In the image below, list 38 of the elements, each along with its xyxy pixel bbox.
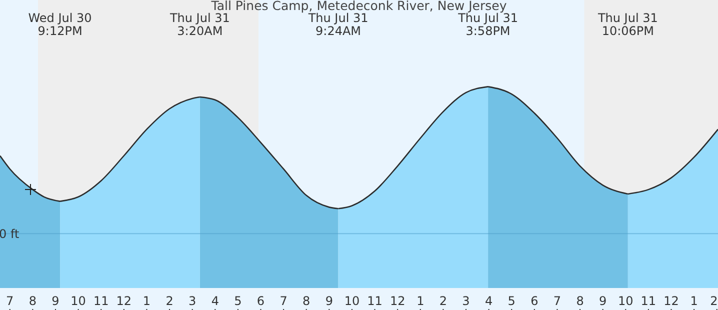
x-tick-label: 3 bbox=[188, 294, 196, 308]
x-tick-label: 1 bbox=[142, 294, 151, 308]
x-tick-label: 3 bbox=[462, 294, 470, 308]
chart-title: Tall Pines Camp, Metedeconk River, New Jersey bbox=[211, 0, 507, 13]
x-tick-label: 2 bbox=[710, 294, 718, 308]
x-tick-label: 6 bbox=[530, 294, 538, 308]
x-tick-label: 9 bbox=[325, 294, 333, 308]
x-tick-label: 8 bbox=[302, 294, 310, 308]
x-tick-label: 4 bbox=[211, 294, 219, 308]
x-tick-label: 7 bbox=[6, 294, 14, 308]
x-tick-label: 7 bbox=[280, 294, 288, 308]
x-tick-label: 1 bbox=[416, 294, 424, 308]
x-tick-label: 9 bbox=[599, 294, 607, 308]
x-tick-label: 5 bbox=[234, 294, 242, 308]
text: Thu Jul 31 10:06PM bbox=[596, 11, 659, 38]
x-tick-label: 4 bbox=[484, 294, 493, 308]
x-tick-label: 8 bbox=[576, 294, 584, 308]
x-tick-label: 11 bbox=[640, 294, 656, 308]
x-tick-label: 10 bbox=[344, 294, 360, 308]
text: Thu Jul 31 9:24AM bbox=[308, 11, 370, 38]
x-tick-label: 10 bbox=[70, 294, 86, 308]
x-tick-label: 12 bbox=[390, 294, 406, 308]
x-tick-label: 6 bbox=[256, 294, 265, 308]
x-tick-label: 12 bbox=[116, 294, 132, 308]
x-tick-label: 11 bbox=[367, 294, 382, 308]
x-tick-label: 2 bbox=[439, 294, 448, 308]
x-tick-label: 12 bbox=[664, 294, 679, 308]
x-tick-label: 8 bbox=[28, 294, 37, 308]
x-tick-label: 2 bbox=[166, 294, 174, 308]
x-tick-label: 1 bbox=[690, 294, 698, 308]
x-tick-label: 11 bbox=[93, 294, 109, 308]
x-tick-label: 5 bbox=[508, 294, 516, 308]
ref-line-label: 0 ft bbox=[0, 226, 20, 241]
text: Thu Jul 31 3:20AM bbox=[168, 11, 231, 38]
x-tick-label: 10 bbox=[618, 294, 634, 308]
x-tick-label: 7 bbox=[553, 294, 562, 308]
x-tick-label: 9 bbox=[52, 294, 60, 308]
text: Wed Jul 30 9:12PM bbox=[27, 11, 93, 38]
